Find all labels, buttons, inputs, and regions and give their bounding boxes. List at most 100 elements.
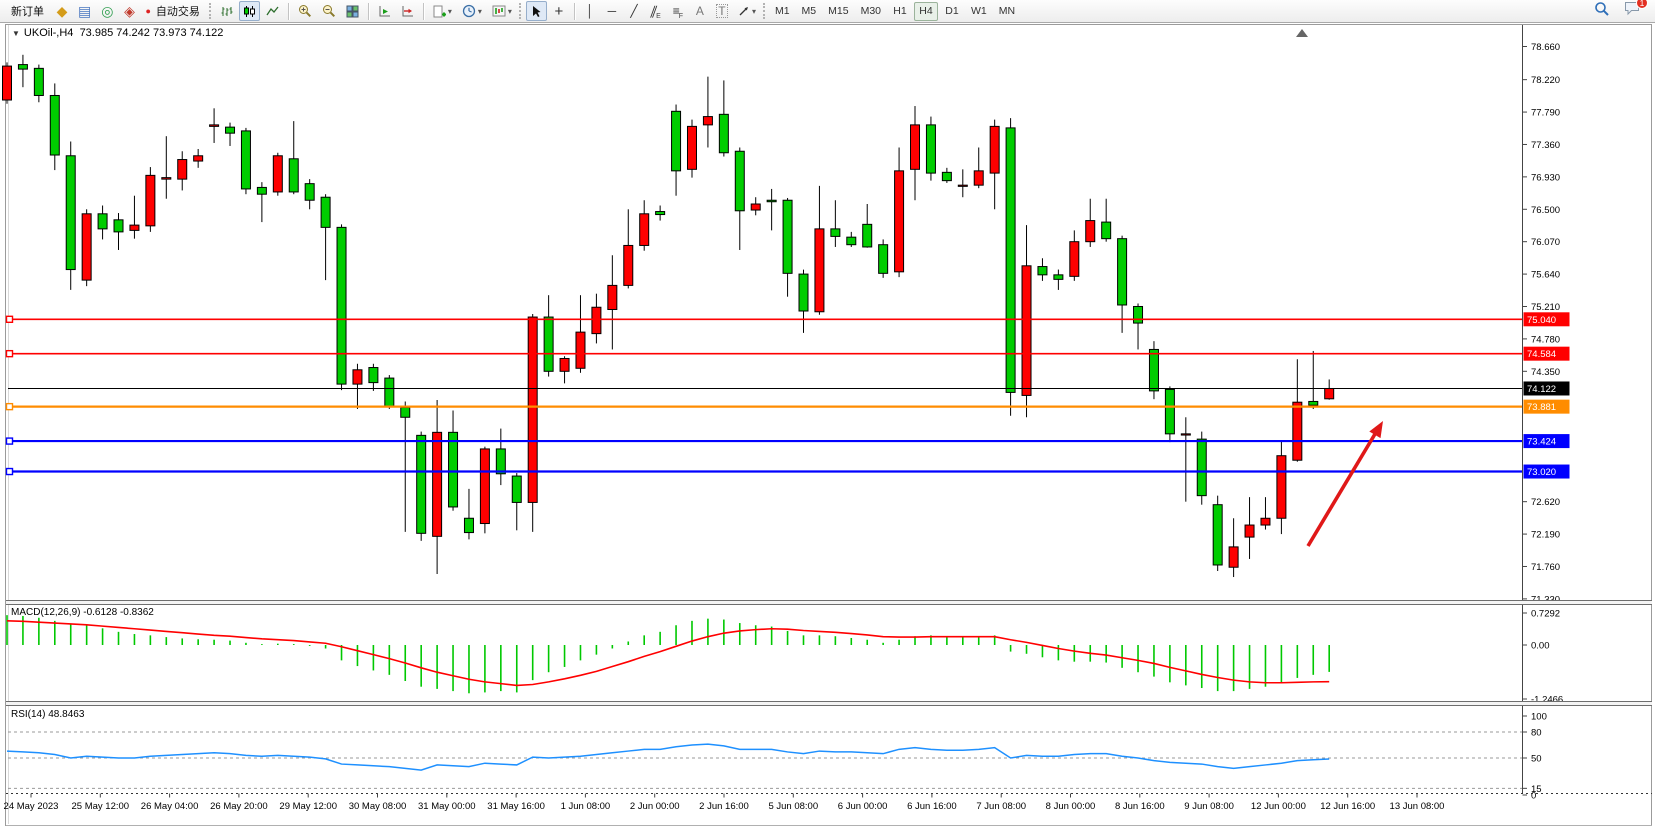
new-chart-button[interactable]: ▾ <box>429 1 456 21</box>
toolbar-separator <box>287 2 289 20</box>
channel-icon-label: E <box>656 13 661 20</box>
hline-73.02[interactable] <box>5 467 1523 476</box>
timeframe-button-M30[interactable]: M30 <box>860 5 882 17</box>
chevron-down-icon: ▾ <box>447 6 452 16</box>
trend-arrow-annotation[interactable] <box>1306 421 1383 547</box>
macd-panel[interactable]: 0.7292 0.00 -1.2466 <box>6 608 1563 706</box>
timeframe-button-M15[interactable]: M15 <box>828 5 849 17</box>
svg-text:72.190: 72.190 <box>1531 530 1560 541</box>
timeframe-button-M1[interactable]: M1 <box>774 5 790 17</box>
svg-text:74.122: 74.122 <box>1527 384 1556 395</box>
svg-text:76.070: 76.070 <box>1531 237 1560 248</box>
search-button[interactable] <box>1594 1 1610 22</box>
bar-chart-button[interactable] <box>216 1 237 21</box>
chart-shift-button[interactable] <box>397 1 418 21</box>
svg-text:7 Jun 08:00: 7 Jun 08:00 <box>976 801 1026 812</box>
trendline-button[interactable]: ╱ <box>624 1 644 21</box>
chat-button[interactable]: 1 <box>1624 0 1648 21</box>
chevron-down-icon: ▾ <box>751 6 756 16</box>
template-button[interactable]: ▾ <box>488 1 516 21</box>
trendline-icon: ╱ <box>630 4 638 18</box>
svg-text:75.640: 75.640 <box>1531 270 1560 281</box>
svg-text:77.790: 77.790 <box>1531 108 1560 119</box>
macd-indicator-label: MACD(12,26,9) -0.6128 -0.8362 <box>11 607 154 618</box>
market-watch-button[interactable]: ◆ <box>52 1 72 21</box>
timeframe-button-W1[interactable]: W1 <box>971 5 987 17</box>
candles-group[interactable] <box>2 54 1335 578</box>
timeframe-button-D1[interactable]: D1 <box>945 5 959 17</box>
svg-text:9 Jun 08:00: 9 Jun 08:00 <box>1184 801 1234 812</box>
time-axis[interactable]: 24 May 2023 25 May 12:00 26 May 04:00 26 Ma… <box>4 793 1652 813</box>
fibonacci-button[interactable]: ≡ F <box>668 1 688 21</box>
zoom-in-button[interactable] <box>294 1 316 21</box>
vertical-line-button[interactable]: │ <box>580 1 600 21</box>
cursor-button[interactable] <box>525 1 547 21</box>
svg-text:75.210: 75.210 <box>1531 302 1560 313</box>
period-button[interactable]: ▾ <box>458 1 486 21</box>
navigator-button[interactable]: ◎ <box>97 1 117 21</box>
crosshair-button[interactable]: + <box>549 1 569 21</box>
zoom-in-icon <box>298 5 311 18</box>
chart-shift-icon <box>402 5 413 16</box>
svg-text:6 Jun 16:00: 6 Jun 16:00 <box>907 801 957 812</box>
line-chart-button[interactable] <box>262 1 283 21</box>
terminal-button[interactable]: ◈ <box>119 1 139 21</box>
bar-chart-icon <box>221 6 233 16</box>
svg-text:30 May 08:00: 30 May 08:00 <box>349 801 407 812</box>
horizontal-line-button[interactable]: ─ <box>602 1 622 21</box>
svg-text:31 May 00:00: 31 May 00:00 <box>418 801 476 812</box>
svg-text:76.930: 76.930 <box>1531 172 1560 183</box>
channel-button[interactable]: ∥ E <box>646 1 666 21</box>
svg-text:71.760: 71.760 <box>1531 562 1560 573</box>
navigator-icon: ◎ <box>101 3 114 19</box>
panel-separator-2[interactable] <box>6 701 1652 706</box>
hline-74.584[interactable] <box>5 349 1523 358</box>
toolbar-grip <box>208 3 211 19</box>
panel-separator-1[interactable] <box>6 600 1652 605</box>
rsi-value: 48.8463 <box>48 709 85 720</box>
svg-text:31 May 16:00: 31 May 16:00 <box>487 801 545 812</box>
toolbar-separator <box>422 2 424 20</box>
data-window-button[interactable]: ▤ <box>74 1 95 21</box>
label-tool-button[interactable]: T <box>712 1 732 21</box>
tile-windows-icon <box>346 5 359 17</box>
candlestick-chart-button[interactable] <box>238 1 260 21</box>
timeframe-button-H4[interactable]: H4 <box>914 1 939 21</box>
toolbar-grip <box>518 3 521 19</box>
data-window-icon: ▤ <box>78 3 92 19</box>
text-tool-button[interactable]: A <box>690 1 710 21</box>
symbol-dropdown-icon[interactable]: ▼ <box>12 29 20 38</box>
shift-marker-icon[interactable] <box>1296 29 1308 37</box>
svg-text:2 Jun 16:00: 2 Jun 16:00 <box>699 801 749 812</box>
hline-75.04[interactable] <box>5 315 1523 324</box>
svg-text:12 Jun 00:00: 12 Jun 00:00 <box>1251 801 1306 812</box>
svg-text:13 Jun 08:00: 13 Jun 08:00 <box>1390 801 1445 812</box>
svg-text:15: 15 <box>1531 784 1542 795</box>
tile-windows-button[interactable] <box>342 1 363 21</box>
svg-text:29 May 12:00: 29 May 12:00 <box>279 801 337 812</box>
hline-73.881[interactable] <box>5 402 1523 411</box>
auto-trading-button[interactable]: ● 自动交易 <box>141 1 205 21</box>
new-order-button[interactable]: 新订单 <box>5 1 50 21</box>
timeframe-button-H1[interactable]: H1 <box>893 5 907 17</box>
zoom-out-button[interactable] <box>318 1 340 21</box>
svg-text:0.7292: 0.7292 <box>1531 608 1560 619</box>
arrows-tool-icon <box>739 7 748 16</box>
hline-73.424[interactable] <box>5 437 1523 445</box>
search-icon <box>1595 1 1609 16</box>
timeframe-button-MN[interactable]: MN <box>998 5 1016 17</box>
svg-text:26 May 04:00: 26 May 04:00 <box>141 801 199 812</box>
horizontal-line-icon: ─ <box>607 4 617 18</box>
zoom-out-icon <box>322 5 335 18</box>
rsi-panel[interactable]: 100 80 50 150 <box>6 712 1547 802</box>
chart-title: ▼ UKOil-,H4 73.985 74.242 73.973 74.122 <box>12 27 223 39</box>
svg-text:5 Jun 08:00: 5 Jun 08:00 <box>768 801 818 812</box>
price-axis[interactable]: 78.660 78.220 77.790 77.360 76.930 76.500 76.0… <box>1522 25 1570 793</box>
svg-text:74.350: 74.350 <box>1531 367 1560 378</box>
arrows-tool-button[interactable]: ▾ <box>734 1 760 21</box>
svg-text:75.040: 75.040 <box>1527 315 1556 326</box>
timeframe-button-M5[interactable]: M5 <box>801 5 817 17</box>
macd-name: MACD(12,26,9) <box>11 607 81 618</box>
auto-scroll-button[interactable] <box>374 1 395 21</box>
